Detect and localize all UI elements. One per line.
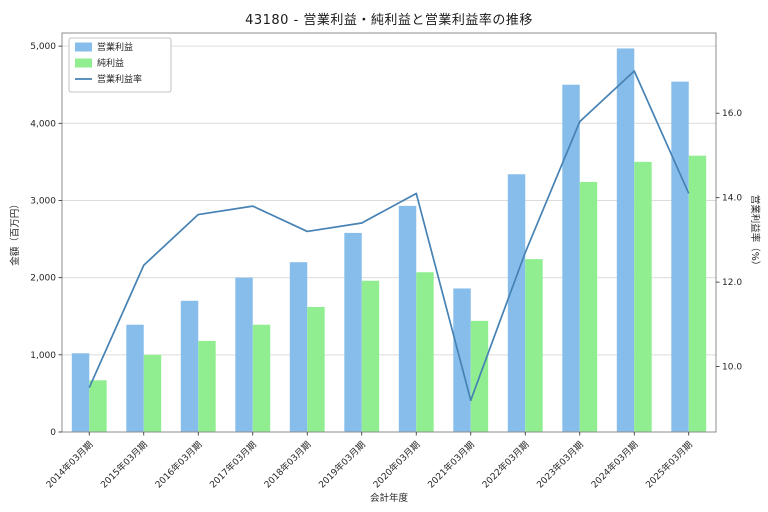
x-tick-label: 2014年03月期 — [43, 439, 95, 491]
x-tick-label: 2017年03月期 — [207, 439, 259, 491]
y-left-tick-label: 4,000 — [30, 119, 56, 129]
plot-border — [61, 32, 717, 433]
y-left-axis-title: 金額（百万円） — [9, 199, 21, 266]
bar — [453, 288, 471, 432]
bar — [688, 155, 707, 432]
legend-label: 営業利益 — [97, 41, 133, 53]
bar — [562, 84, 580, 432]
x-tick-label: 2022年03月期 — [479, 439, 531, 491]
legend-box — [68, 37, 172, 93]
x-tick-label: 2020年03月期 — [370, 439, 422, 491]
bar — [307, 306, 325, 432]
bar — [252, 324, 271, 432]
y-right-tick-label: 12.0 — [722, 278, 742, 288]
x-tick-label: 2025年03月期 — [643, 439, 695, 491]
bar — [525, 259, 543, 432]
bar — [180, 300, 199, 432]
bar — [398, 205, 417, 432]
bar — [143, 354, 162, 432]
bar — [198, 340, 216, 432]
x-tick-label: 2024年03月期 — [588, 439, 640, 491]
x-tick-label: 2023年03月期 — [534, 439, 586, 491]
x-axis-title: 会計年度 — [370, 492, 409, 504]
y-right-tick-label: 10.0 — [722, 363, 742, 373]
bar-series-1 — [89, 155, 707, 432]
bar — [126, 324, 144, 432]
bar — [634, 161, 652, 432]
bar — [616, 48, 635, 432]
x-tick-label: 2016年03月期 — [152, 439, 204, 491]
bar — [507, 174, 526, 432]
legend-label: 営業利益率 — [97, 73, 142, 85]
bar — [671, 81, 689, 433]
y-left-tick-label: 1,000 — [30, 351, 56, 361]
line-series — [88, 70, 690, 402]
y-left-tick-label: 5,000 — [30, 42, 56, 52]
y-right-tick-label: 16.0 — [722, 109, 742, 119]
bar — [235, 277, 253, 432]
bar — [71, 353, 90, 432]
x-tick-label: 2015年03月期 — [98, 439, 150, 491]
bar — [289, 262, 308, 432]
legend-swatch — [75, 42, 92, 52]
legend-swatch — [75, 58, 92, 68]
bar-series-0 — [71, 48, 689, 433]
x-tick-label: 2018年03月期 — [261, 439, 313, 491]
y-left-tick-label: 0 — [50, 428, 56, 438]
bar — [579, 181, 598, 432]
bar — [344, 232, 362, 432]
x-tick-label: 2019年03月期 — [316, 439, 368, 491]
y-right-tick-label: 14.0 — [722, 194, 742, 204]
y-left-tick-label: 3,000 — [30, 196, 56, 206]
y-right-axis-title: 営業利益率（%） — [749, 195, 761, 271]
x-tick-label: 2021年03月期 — [425, 439, 477, 491]
bar — [361, 280, 380, 432]
chart-title: 43180 - 営業利益・純利益と営業利益率の推移 — [245, 13, 533, 28]
bar — [89, 380, 107, 432]
legend-label: 純利益 — [97, 57, 124, 69]
y-left-tick-label: 2,000 — [30, 274, 56, 284]
bar — [416, 272, 434, 432]
